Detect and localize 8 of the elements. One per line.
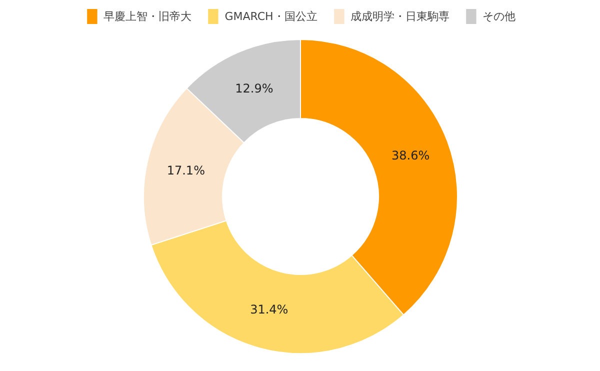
legend-label: GMARCH・国公立 (224, 8, 318, 24)
data-label: 17.1% (166, 164, 205, 178)
legend-label: 早慶上智・旧帝大 (104, 8, 192, 24)
legend-label: その他 (482, 8, 516, 24)
data-label: 31.4% (250, 302, 288, 317)
data-label: 12.9% (235, 82, 274, 96)
legend-label: 成成明学・日東駒専 (350, 8, 450, 24)
data-label: 38.6% (391, 148, 430, 162)
